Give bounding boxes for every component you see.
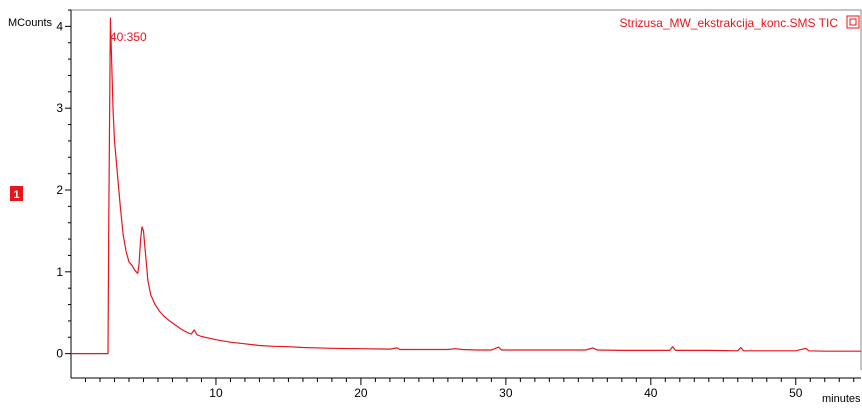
trace-badge[interactable]: 1 <box>10 186 23 201</box>
y-tick-label: 3 <box>56 101 63 115</box>
y-tick-label: 4 <box>56 19 63 33</box>
trace-badge-label: 1 <box>13 189 19 201</box>
x-tick-label: 30 <box>499 386 513 400</box>
y-axis: 0 1 2 3 4 <box>56 9 72 378</box>
plot-frame <box>71 9 862 370</box>
x-axis-label: minutes <box>822 393 861 405</box>
y-axis-label: MCounts <box>8 17 53 29</box>
trace-layer <box>71 17 861 355</box>
x-tick-label: 50 <box>789 386 803 400</box>
x-tick-label: 20 <box>354 386 368 400</box>
y-tick-label: 0 <box>56 347 63 361</box>
x-tick-label: 40 <box>644 386 658 400</box>
y-tick-label: 2 <box>56 183 63 197</box>
peak-annotation: 40:350 <box>110 30 147 44</box>
tic-trace-line <box>71 17 861 355</box>
trace-name-label: Strizusa_MW_ekstrakcija_konc.SMS TIC <box>619 16 838 30</box>
trace-toggle-icon[interactable] <box>846 15 860 29</box>
x-axis: 10 20 30 40 50 <box>71 377 861 400</box>
y-tick-label: 1 <box>56 265 63 279</box>
x-tick-label: 10 <box>209 386 223 400</box>
